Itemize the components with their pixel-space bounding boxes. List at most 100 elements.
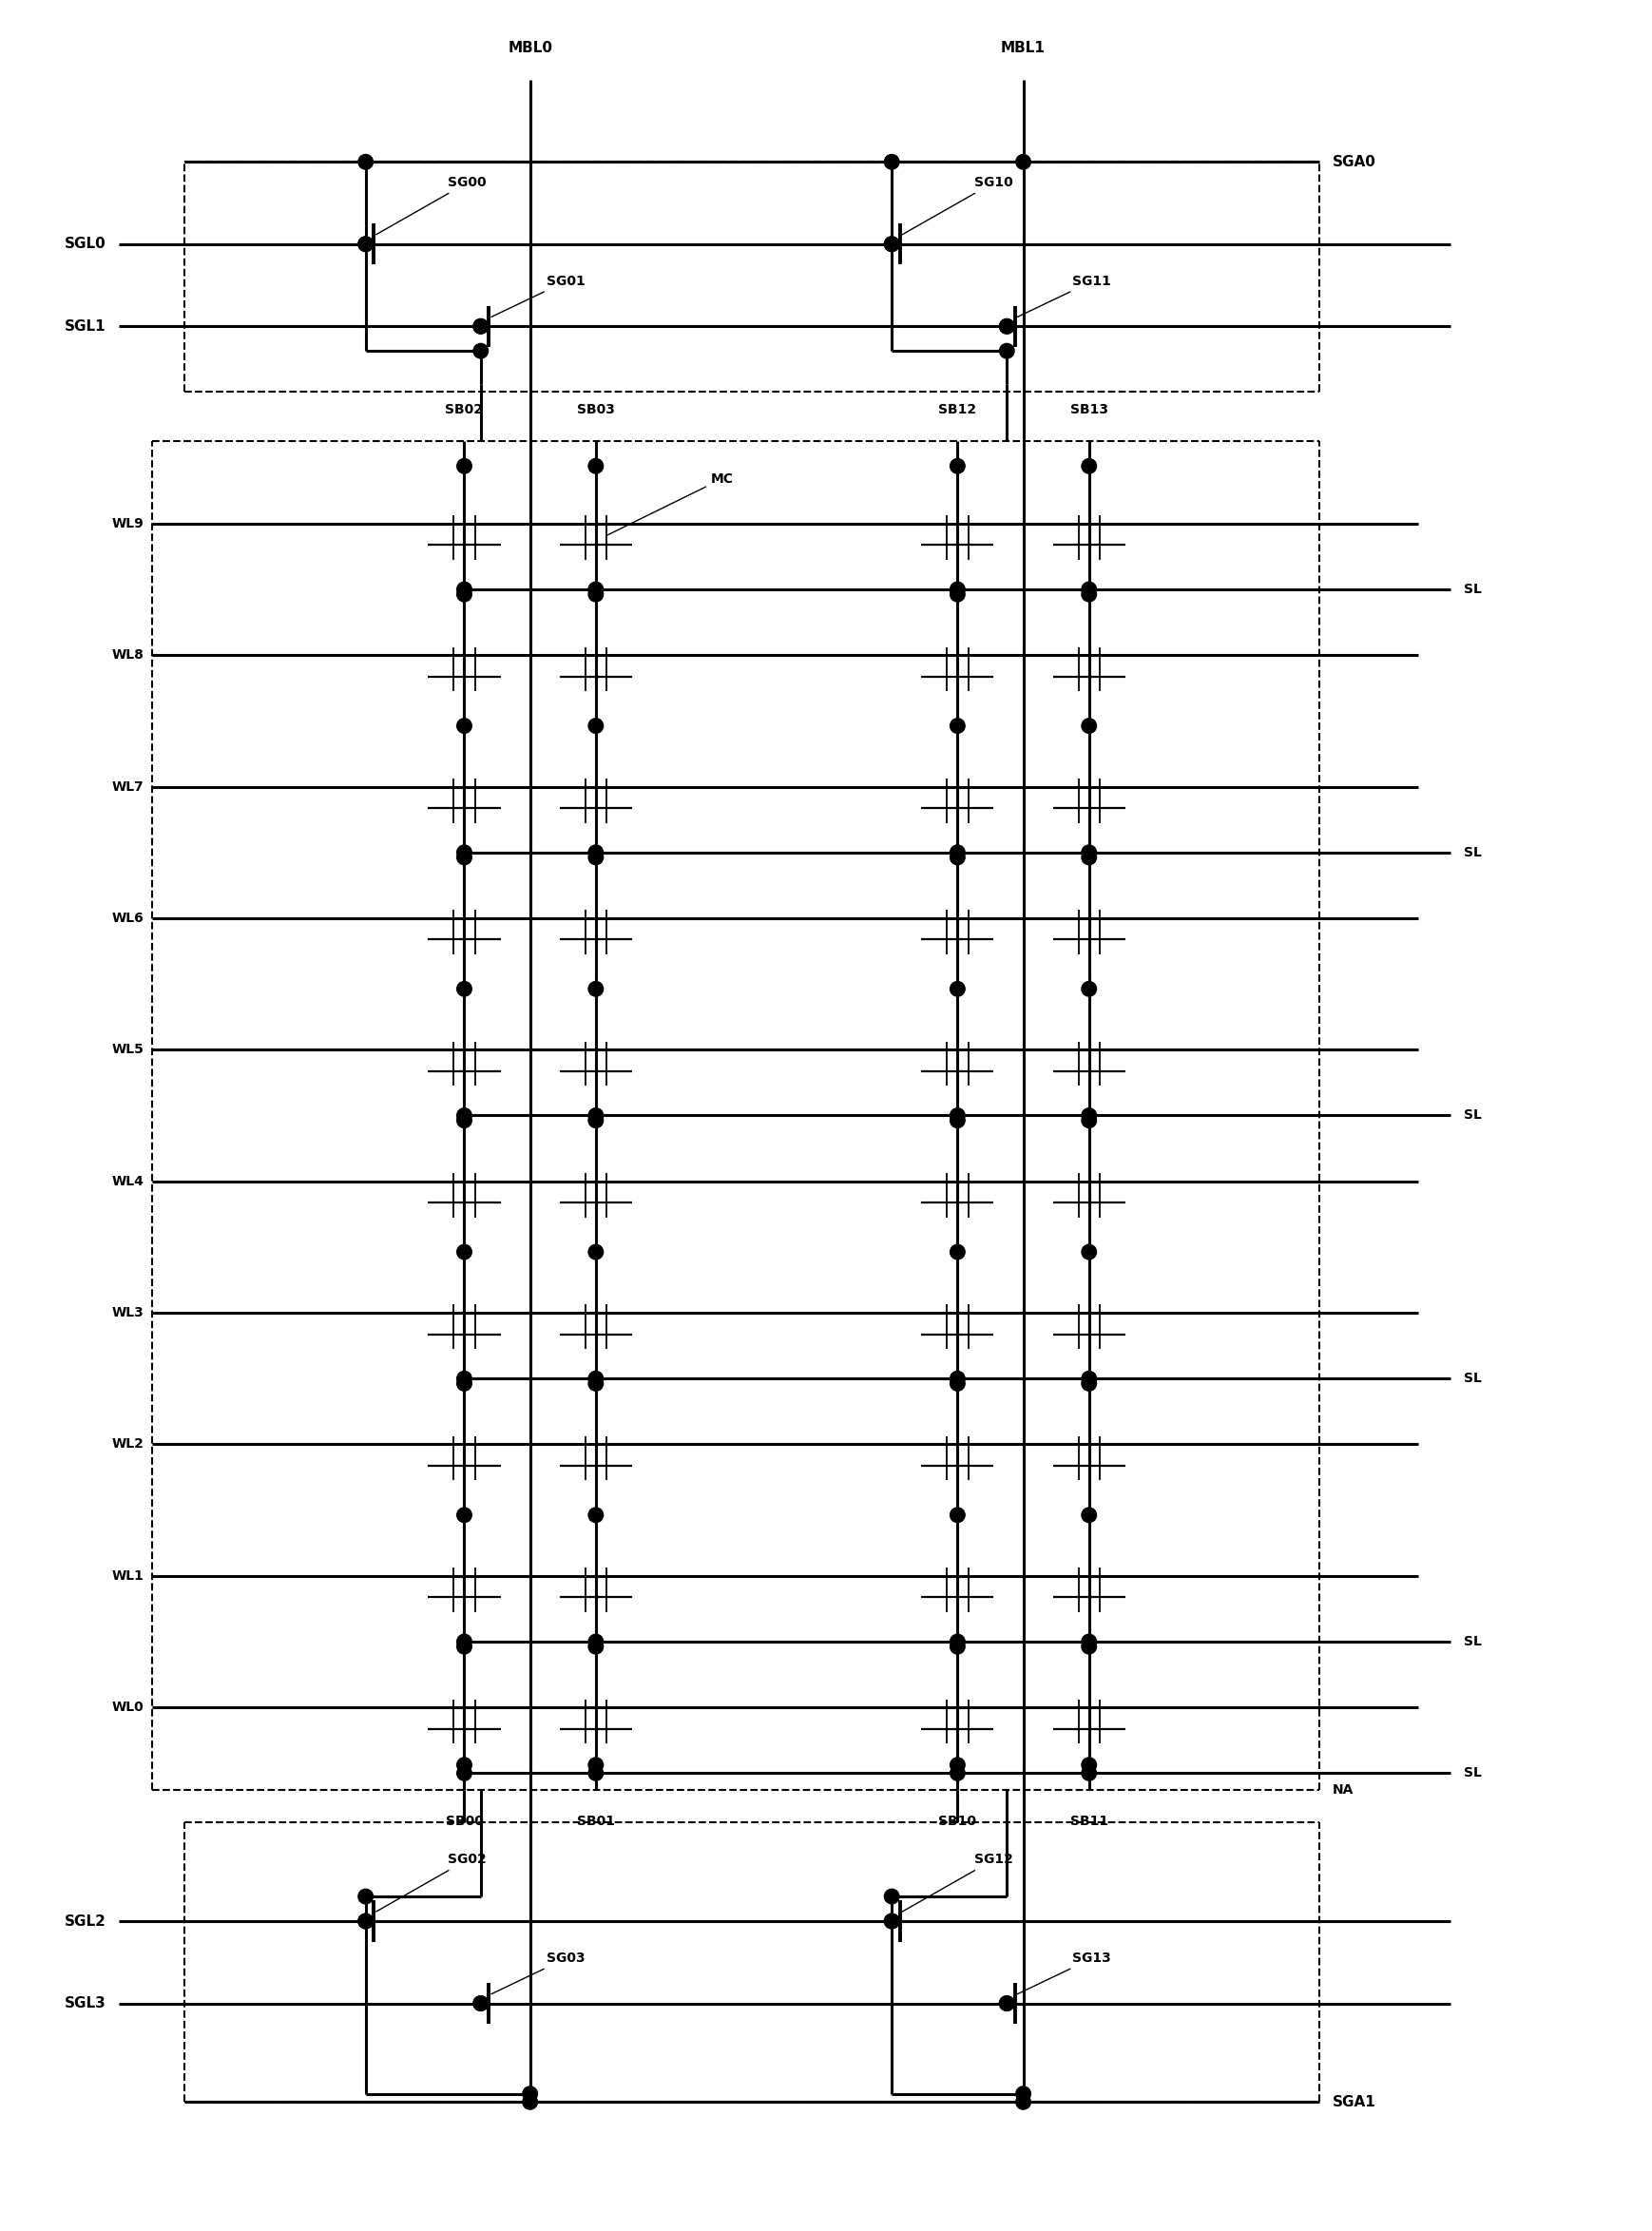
Circle shape [1082, 1377, 1097, 1390]
Circle shape [950, 1508, 965, 1522]
Circle shape [458, 1377, 472, 1390]
Text: SB13: SB13 [1070, 404, 1108, 417]
Circle shape [588, 582, 603, 596]
Circle shape [588, 846, 603, 859]
Text: SB10: SB10 [938, 1814, 976, 1827]
Circle shape [358, 154, 373, 170]
Circle shape [1082, 1245, 1097, 1258]
Circle shape [884, 236, 899, 252]
Circle shape [458, 460, 472, 473]
Circle shape [950, 587, 965, 602]
Circle shape [950, 1635, 965, 1649]
Circle shape [474, 319, 487, 335]
Circle shape [458, 1372, 472, 1385]
Text: SGA1: SGA1 [1333, 2095, 1376, 2108]
Circle shape [588, 1372, 603, 1385]
Circle shape [950, 846, 965, 859]
Circle shape [458, 1758, 472, 1771]
Circle shape [358, 1890, 373, 1903]
Circle shape [458, 582, 472, 596]
Circle shape [522, 2095, 537, 2108]
Circle shape [358, 236, 373, 252]
Text: WL6: WL6 [112, 912, 144, 926]
Circle shape [522, 2086, 537, 2102]
Circle shape [1082, 1372, 1097, 1385]
Circle shape [458, 1765, 472, 1780]
Circle shape [1016, 154, 1031, 170]
Circle shape [588, 587, 603, 602]
Text: WL0: WL0 [112, 1700, 144, 1713]
Text: SGL0: SGL0 [64, 236, 106, 252]
Circle shape [1082, 582, 1097, 596]
Circle shape [1082, 846, 1097, 859]
Circle shape [588, 850, 603, 866]
Text: SG12: SG12 [902, 1854, 1013, 1912]
Text: SB11: SB11 [1070, 1814, 1108, 1827]
Circle shape [588, 1635, 603, 1649]
Text: WL4: WL4 [111, 1174, 144, 1187]
Circle shape [884, 1914, 899, 1928]
Circle shape [458, 850, 472, 866]
Text: SG01: SG01 [491, 274, 585, 317]
Text: WL1: WL1 [111, 1568, 144, 1582]
Circle shape [884, 1890, 899, 1903]
Circle shape [950, 718, 965, 734]
Circle shape [950, 1377, 965, 1390]
Circle shape [588, 1758, 603, 1771]
Circle shape [1016, 2086, 1031, 2102]
Circle shape [950, 460, 965, 473]
Text: SGL1: SGL1 [64, 319, 106, 332]
Circle shape [950, 1758, 965, 1771]
Text: SG11: SG11 [1018, 274, 1112, 317]
Circle shape [950, 582, 965, 596]
Circle shape [1082, 1758, 1097, 1771]
Text: WL3: WL3 [112, 1305, 144, 1319]
Circle shape [884, 236, 899, 252]
Circle shape [1082, 1765, 1097, 1780]
Circle shape [1082, 982, 1097, 997]
Circle shape [588, 1765, 603, 1780]
Circle shape [588, 1508, 603, 1522]
Text: SG13: SG13 [1018, 1952, 1112, 1995]
Text: MBL1: MBL1 [1001, 40, 1046, 56]
Circle shape [458, 1245, 472, 1258]
Circle shape [999, 1997, 1014, 2010]
Circle shape [588, 1640, 603, 1653]
Circle shape [588, 1377, 603, 1390]
Circle shape [458, 982, 472, 997]
Circle shape [1082, 1109, 1097, 1122]
Circle shape [999, 344, 1014, 359]
Text: SGL3: SGL3 [64, 1997, 106, 2010]
Circle shape [588, 1113, 603, 1129]
Circle shape [458, 1109, 472, 1122]
Circle shape [884, 154, 899, 170]
Circle shape [1082, 1635, 1097, 1649]
Circle shape [588, 460, 603, 473]
Text: SG03: SG03 [491, 1952, 585, 1995]
Circle shape [474, 1997, 487, 2010]
Circle shape [950, 1113, 965, 1129]
Text: MC: MC [606, 473, 733, 535]
Circle shape [1082, 1508, 1097, 1522]
Text: WL9: WL9 [112, 518, 144, 531]
Circle shape [1082, 460, 1097, 473]
Text: WL5: WL5 [111, 1044, 144, 1057]
Text: SG00: SG00 [377, 176, 486, 234]
Circle shape [950, 1372, 965, 1385]
Circle shape [458, 846, 472, 859]
Text: WL8: WL8 [111, 649, 144, 663]
Text: SB03: SB03 [577, 404, 615, 417]
Circle shape [950, 1640, 965, 1653]
Circle shape [1082, 1640, 1097, 1653]
Circle shape [950, 1109, 965, 1122]
Text: SG10: SG10 [902, 176, 1013, 234]
Circle shape [588, 1245, 603, 1258]
Text: SB01: SB01 [577, 1814, 615, 1827]
Text: SL: SL [1464, 1635, 1482, 1649]
Circle shape [588, 718, 603, 734]
Text: SL: SL [1464, 582, 1482, 596]
Circle shape [950, 850, 965, 866]
Circle shape [1082, 850, 1097, 866]
Circle shape [458, 587, 472, 602]
Circle shape [458, 718, 472, 734]
